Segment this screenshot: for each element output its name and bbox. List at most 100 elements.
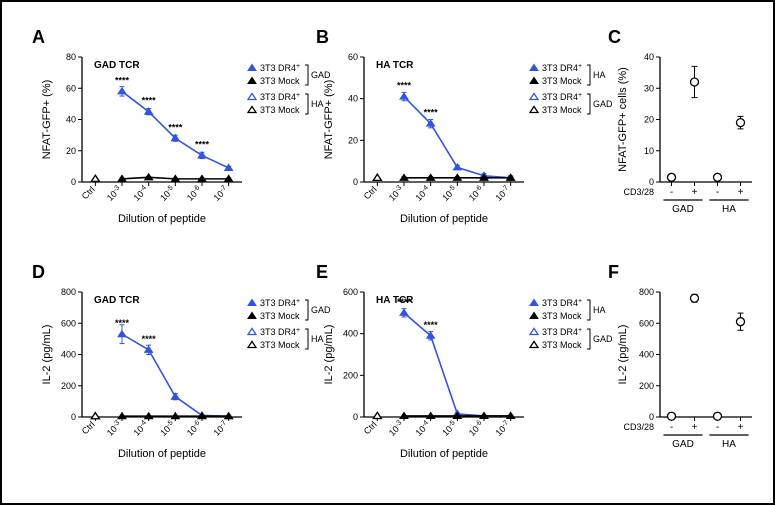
svg-text:****: **** [115, 75, 130, 85]
svg-text:40: 40 [348, 94, 358, 104]
figure-frame: 0 20 40 60 80 Ctrl 10-3 10-4 10-5 10-6 10-7 NFAT-GF… [0, 0, 775, 505]
svg-text:10-5: 10-5 [440, 419, 459, 438]
svg-text:GAD: GAD [593, 99, 613, 109]
svg-text:600: 600 [639, 318, 654, 328]
svg-text:10-5: 10-5 [158, 184, 177, 203]
svg-text:10-4: 10-4 [131, 419, 150, 438]
svg-text:10-3: 10-3 [104, 184, 123, 203]
svg-text:10-4: 10-4 [131, 184, 150, 203]
svg-text:NFAT-GFP+ cells (%): NFAT-GFP+ cells (%) [617, 67, 629, 172]
svg-text:****: **** [397, 297, 412, 307]
svg-text:3T3 DR4+: 3T3 DR4+ [260, 327, 300, 338]
svg-text:Ctrl: Ctrl [362, 184, 379, 201]
svg-text:****: **** [115, 318, 130, 328]
svg-text:HA: HA [311, 334, 324, 344]
svg-text:10-6: 10-6 [184, 419, 203, 438]
svg-text:10-6: 10-6 [184, 184, 203, 203]
svg-text:****: **** [424, 108, 439, 118]
svg-text:+: + [738, 187, 744, 198]
svg-text:GAD TCR: GAD TCR [94, 295, 140, 306]
panel-letter-C: C [608, 27, 621, 48]
svg-text:80: 80 [66, 52, 76, 62]
svg-text:800: 800 [61, 287, 76, 297]
svg-text:HA TCR: HA TCR [376, 60, 414, 71]
svg-text:10-5: 10-5 [158, 419, 177, 438]
svg-text:+: + [692, 422, 698, 433]
svg-text:10-3: 10-3 [386, 184, 405, 203]
svg-text:-: - [716, 187, 719, 198]
svg-text:3T3 Mock: 3T3 Mock [260, 340, 300, 350]
panel-letter-B: B [316, 27, 329, 48]
svg-text:3T3 Mock: 3T3 Mock [542, 340, 582, 350]
svg-text:HA: HA [722, 204, 736, 215]
svg-text:HA: HA [593, 305, 606, 315]
svg-text:10-7: 10-7 [211, 419, 230, 438]
svg-text:-: - [670, 187, 673, 198]
svg-text:IL-2 (pg/mL): IL-2 (pg/mL) [323, 325, 335, 385]
svg-text:10-6: 10-6 [466, 419, 485, 438]
svg-text:3T3 DR4+: 3T3 DR4+ [260, 92, 300, 103]
svg-text:400: 400 [639, 350, 654, 360]
svg-text:CD3/28: CD3/28 [623, 187, 654, 197]
svg-text:Ctrl: Ctrl [80, 184, 97, 201]
svg-text:0: 0 [353, 412, 358, 422]
svg-text:****: **** [142, 96, 157, 106]
svg-text:3T3 Mock: 3T3 Mock [260, 311, 300, 321]
svg-text:60: 60 [348, 52, 358, 62]
svg-text:600: 600 [343, 287, 358, 297]
svg-text:3T3 Mock: 3T3 Mock [260, 105, 300, 115]
svg-text:Dilution of peptide: Dilution of peptide [118, 448, 206, 460]
svg-text:Ctrl: Ctrl [362, 419, 379, 436]
svg-text:20: 20 [644, 115, 654, 125]
svg-text:600: 600 [61, 318, 76, 328]
svg-text:HA: HA [722, 439, 736, 450]
svg-text:CD3/28: CD3/28 [623, 422, 654, 432]
svg-text:10-7: 10-7 [493, 184, 512, 203]
svg-text:-: - [716, 422, 719, 433]
svg-text:3T3 Mock: 3T3 Mock [260, 76, 300, 86]
svg-text:GAD: GAD [672, 439, 694, 450]
svg-text:IL-2 (pg/mL): IL-2 (pg/mL) [617, 325, 629, 385]
svg-text:400: 400 [343, 329, 358, 339]
svg-text:3T3 DR4+: 3T3 DR4+ [260, 63, 300, 74]
svg-text:0: 0 [71, 177, 76, 187]
panel-letter-A: A [32, 27, 45, 48]
svg-text:20: 20 [348, 135, 358, 145]
svg-text:10-3: 10-3 [386, 419, 405, 438]
svg-text:0: 0 [649, 412, 654, 422]
svg-text:40: 40 [644, 52, 654, 62]
svg-text:200: 200 [343, 370, 358, 380]
svg-text:10-4: 10-4 [413, 184, 432, 203]
svg-text:NFAT-GFP+ (%): NFAT-GFP+ (%) [41, 80, 53, 160]
svg-text:3T3 DR4+: 3T3 DR4+ [542, 63, 582, 74]
svg-text:GAD: GAD [672, 204, 694, 215]
svg-text:800: 800 [639, 287, 654, 297]
svg-text:****: **** [397, 81, 412, 91]
svg-text:200: 200 [61, 381, 76, 391]
svg-text:10-3: 10-3 [104, 419, 123, 438]
svg-text:0: 0 [353, 177, 358, 187]
svg-text:NFAT-GFP+ (%): NFAT-GFP+ (%) [323, 80, 335, 160]
svg-text:+: + [738, 422, 744, 433]
svg-text:0: 0 [71, 412, 76, 422]
svg-text:GAD: GAD [311, 305, 331, 315]
svg-text:HA: HA [311, 99, 324, 109]
svg-text:+: + [692, 187, 698, 198]
svg-text:3T3 Mock: 3T3 Mock [542, 105, 582, 115]
svg-text:3T3 DR4+: 3T3 DR4+ [260, 298, 300, 309]
svg-text:400: 400 [61, 350, 76, 360]
svg-text:10-5: 10-5 [440, 184, 459, 203]
svg-text:3T3 Mock: 3T3 Mock [542, 76, 582, 86]
svg-text:10-6: 10-6 [466, 184, 485, 203]
svg-text:60: 60 [66, 83, 76, 93]
svg-text:GAD TCR: GAD TCR [94, 60, 140, 71]
svg-text:3T3 DR4+: 3T3 DR4+ [542, 298, 582, 309]
svg-text:10: 10 [644, 146, 654, 156]
svg-text:40: 40 [66, 115, 76, 125]
svg-text:****: **** [142, 334, 157, 344]
svg-text:3T3 DR4+: 3T3 DR4+ [542, 92, 582, 103]
svg-text:Dilution of peptide: Dilution of peptide [400, 448, 488, 460]
panel-letter-F: F [608, 262, 619, 283]
svg-text:IL-2 (pg/mL): IL-2 (pg/mL) [41, 325, 53, 385]
panel-letter-E: E [316, 262, 328, 283]
